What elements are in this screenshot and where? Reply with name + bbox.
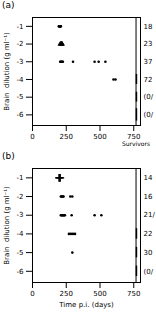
svg-text:-4: -4 xyxy=(17,76,25,84)
svg-text:21/: 21/ xyxy=(144,211,156,219)
svg-text:14: 14 xyxy=(144,174,153,182)
svg-text:-2: -2 xyxy=(17,193,24,201)
svg-text:23: 23 xyxy=(144,40,153,48)
svg-text:Survivors: Survivors xyxy=(122,140,150,147)
svg-text:0: 0 xyxy=(30,290,34,298)
svg-text:750: 750 xyxy=(127,290,140,298)
svg-text:-3: -3 xyxy=(17,211,24,219)
svg-text:500: 500 xyxy=(93,290,106,298)
svg-text:-3: -3 xyxy=(17,58,24,66)
svg-text:-2: -2 xyxy=(17,40,24,48)
svg-text:750: 750 xyxy=(127,133,141,142)
svg-text:(0/: (0/ xyxy=(144,111,154,119)
svg-text:0: 0 xyxy=(30,133,34,141)
svg-text:-5: -5 xyxy=(17,249,24,257)
svg-text:Brain dilution (g ml⁻¹): Brain dilution (g ml⁻¹) xyxy=(3,186,11,265)
svg-text:-6: -6 xyxy=(17,111,25,119)
svg-text:500: 500 xyxy=(93,133,106,141)
svg-text:18: 18 xyxy=(144,23,153,31)
svg-text:-6: -6 xyxy=(17,268,25,276)
svg-text:16: 16 xyxy=(144,193,153,201)
svg-text:-5: -5 xyxy=(17,93,24,101)
svg-text:250: 250 xyxy=(60,133,73,141)
svg-text:-1: -1 xyxy=(17,174,24,182)
svg-text:72: 72 xyxy=(144,76,153,84)
svg-text:Time p.i. (days): Time p.i. (days) xyxy=(58,301,114,309)
html-text:(a): (a) xyxy=(2,0,15,10)
html-text:(b): (b) xyxy=(2,151,15,161)
svg-text:22: 22 xyxy=(144,230,153,238)
svg-text:(0/: (0/ xyxy=(144,268,154,276)
svg-text:(0/: (0/ xyxy=(144,93,154,101)
svg-text:Brain dilution (g ml⁻¹): Brain dilution (g ml⁻¹) xyxy=(3,32,11,111)
svg-text:250: 250 xyxy=(60,290,73,298)
svg-text:30: 30 xyxy=(144,249,153,257)
svg-text:-4: -4 xyxy=(17,230,25,238)
svg-text:37: 37 xyxy=(144,58,153,66)
svg-text:-1: -1 xyxy=(17,23,24,31)
